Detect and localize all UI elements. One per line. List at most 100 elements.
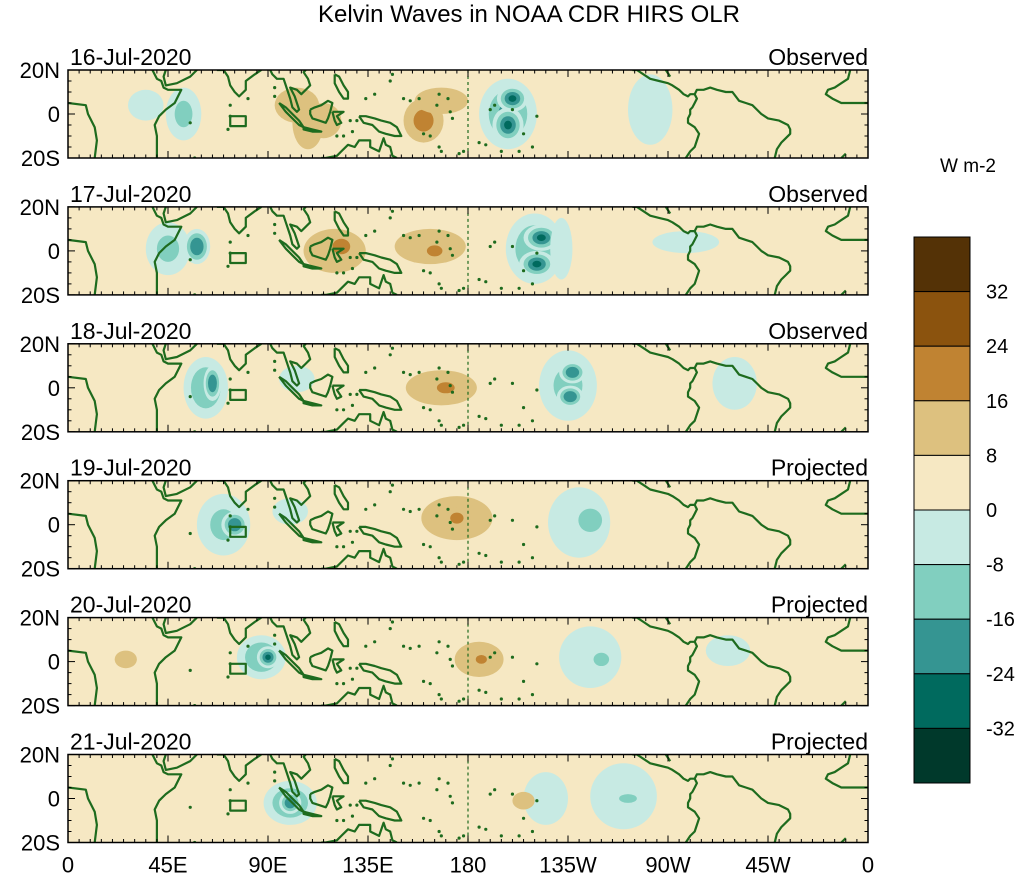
- coastline-segment: [331, 521, 345, 537]
- island-dot: [457, 562, 461, 566]
- island-dot: [450, 527, 455, 531]
- island-dot: [517, 149, 521, 153]
- panel-status: Projected: [771, 729, 868, 755]
- coastline-segment: [269, 70, 312, 113]
- coastline-segment: [358, 115, 403, 138]
- olr-anomaly-high: [428, 376, 464, 399]
- olr-anomaly-low: [519, 250, 555, 278]
- island-dot: [246, 507, 250, 511]
- lat-tick-label: 0: [48, 376, 60, 401]
- coastline-segment: [632, 754, 792, 843]
- island-dot: [401, 781, 406, 785]
- coastline-segment: [309, 236, 334, 261]
- coastline-segment: [331, 247, 345, 263]
- island-dot: [373, 92, 377, 96]
- coastline-segment: [68, 101, 98, 158]
- island-dot: [450, 253, 455, 257]
- coastline-segment: [321, 684, 398, 706]
- coastlines: [68, 343, 868, 432]
- island-dot: [439, 286, 443, 290]
- island-dot: [228, 788, 232, 792]
- island-dot: [510, 244, 515, 249]
- coastline-segment: [309, 510, 334, 535]
- island-dot: [335, 682, 339, 686]
- contour-level: [103, 504, 140, 532]
- island-dot: [390, 346, 395, 350]
- lat-tick-label: 0: [48, 513, 60, 538]
- contour-level: [193, 242, 201, 251]
- contour-level: [413, 109, 434, 132]
- island-dot: [401, 97, 406, 101]
- island-dot: [364, 644, 368, 648]
- coastline-segment: [151, 754, 183, 843]
- island-dot: [188, 668, 192, 673]
- olr-anomaly-low: [652, 231, 720, 254]
- island-dot: [439, 423, 443, 427]
- island-dot: [493, 240, 497, 244]
- panel-1: 20N 0 20S 16-Jul-2020 Observed: [20, 44, 869, 171]
- panel-3: 20N 0 20S 18-Jul-2020 Observed: [20, 318, 869, 445]
- panel-ticks: [67, 480, 869, 570]
- coastline-segment: [216, 70, 262, 98]
- coastline-segment: [269, 343, 312, 387]
- panel-ticks: [67, 754, 869, 843]
- coastline-segment: [331, 384, 345, 400]
- island-dot: [408, 99, 412, 103]
- island-dot: [493, 788, 497, 792]
- island-dot: [477, 277, 481, 282]
- island-dot: [273, 642, 277, 646]
- colorbar-swatch: [913, 291, 971, 347]
- island-dot: [228, 377, 232, 381]
- island-dot: [510, 792, 515, 796]
- island-dot: [435, 240, 439, 244]
- island-dot: [493, 377, 497, 381]
- island-dot: [437, 282, 441, 286]
- lat-tick-label: 20S: [21, 557, 60, 582]
- olr-anomaly-low: [165, 87, 202, 141]
- island-dot: [350, 266, 355, 271]
- coastline-segment: [151, 617, 183, 706]
- coastline-segment: [331, 795, 345, 811]
- island-dot: [499, 697, 503, 701]
- island-dot: [421, 269, 426, 273]
- island-dot: [355, 119, 359, 123]
- island-dot: [437, 145, 441, 149]
- olr-anomaly-high: [348, 511, 411, 547]
- coastline-segment: [309, 373, 334, 398]
- panel-2: 20N 0 20S 17-Jul-2020 Observed: [20, 181, 869, 308]
- island-dot: [535, 662, 539, 666]
- olr-anomaly-high: [414, 87, 469, 115]
- coastline-segment: [321, 137, 398, 158]
- island-dot: [226, 675, 230, 679]
- lon-tick-label: 45W: [745, 853, 790, 878]
- island-dot: [439, 149, 443, 153]
- coastline-segment: [333, 73, 350, 100]
- contour-level: [348, 511, 411, 547]
- coastline-segment: [684, 367, 701, 432]
- olr-anomaly-high: [512, 791, 535, 810]
- olr-anomaly-low: [183, 228, 211, 265]
- island-dot: [388, 627, 392, 631]
- island-dot: [448, 110, 452, 114]
- contour-level: [523, 772, 568, 825]
- island-dot: [437, 229, 441, 233]
- coastline-segment: [151, 206, 183, 295]
- contour-level: [426, 245, 443, 257]
- lat-tick-label: 20S: [21, 283, 60, 308]
- island-dot: [188, 121, 192, 125]
- island-dot: [521, 269, 526, 273]
- coastline-segment: [216, 206, 262, 235]
- island-dot: [417, 370, 421, 374]
- colorbar-swatch: [913, 564, 971, 620]
- coastline-segment: [269, 206, 312, 250]
- island-dot: [435, 514, 439, 518]
- panel-5: 20N 0 20S 20-Jul-2020 Projected: [20, 592, 869, 719]
- olr-anomaly-low: [496, 85, 528, 112]
- island-dot: [461, 286, 466, 290]
- island-dot: [226, 812, 230, 816]
- island-dot: [390, 209, 395, 213]
- coastlines: [68, 617, 868, 706]
- island-dot: [421, 816, 426, 820]
- lat-tick-label: 0: [48, 102, 60, 127]
- contour-level: [532, 260, 542, 268]
